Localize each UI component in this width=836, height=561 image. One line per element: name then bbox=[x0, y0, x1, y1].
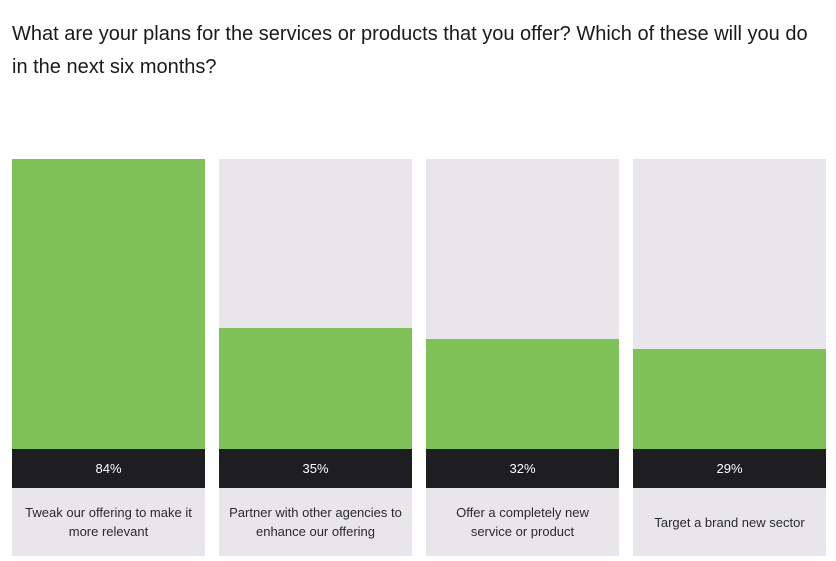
category-label-box: Partner with other agencies to enhance o… bbox=[219, 488, 412, 556]
bar-column: 29% Target a brand new sector bbox=[633, 159, 826, 556]
category-label-box: Target a brand new sector bbox=[633, 488, 826, 556]
bar-column: 84% Tweak our offering to make it more re… bbox=[12, 159, 205, 556]
category-label-box: Tweak our offering to make it more relev… bbox=[12, 488, 205, 556]
category-label: Tweak our offering to make it more relev… bbox=[25, 505, 192, 539]
bar-track bbox=[633, 159, 826, 449]
category-label-box: Offer a completely new service or produc… bbox=[426, 488, 619, 556]
category-label: Partner with other agencies to enhance o… bbox=[229, 505, 402, 539]
bar bbox=[633, 348, 826, 449]
bar-column: 35% Partner with other agencies to enhanc… bbox=[219, 159, 412, 556]
chart-title: What are your plans for the services or … bbox=[12, 23, 808, 78]
bar-track bbox=[426, 159, 619, 449]
category-label: Offer a completely new service or produc… bbox=[456, 505, 589, 539]
bar-value-label: 29% bbox=[633, 449, 826, 488]
bar-value-label: 35% bbox=[219, 449, 412, 488]
bar bbox=[12, 159, 205, 449]
bar-value-label: 32% bbox=[426, 449, 619, 488]
bar-track bbox=[219, 159, 412, 449]
bar-value-label: 84% bbox=[12, 449, 205, 488]
bar bbox=[426, 338, 619, 449]
category-label: Target a brand new sector bbox=[654, 514, 805, 530]
bar-track bbox=[12, 159, 205, 449]
bar bbox=[219, 328, 412, 449]
bar-column: 32% Offer a completely new service or pro… bbox=[426, 159, 619, 556]
